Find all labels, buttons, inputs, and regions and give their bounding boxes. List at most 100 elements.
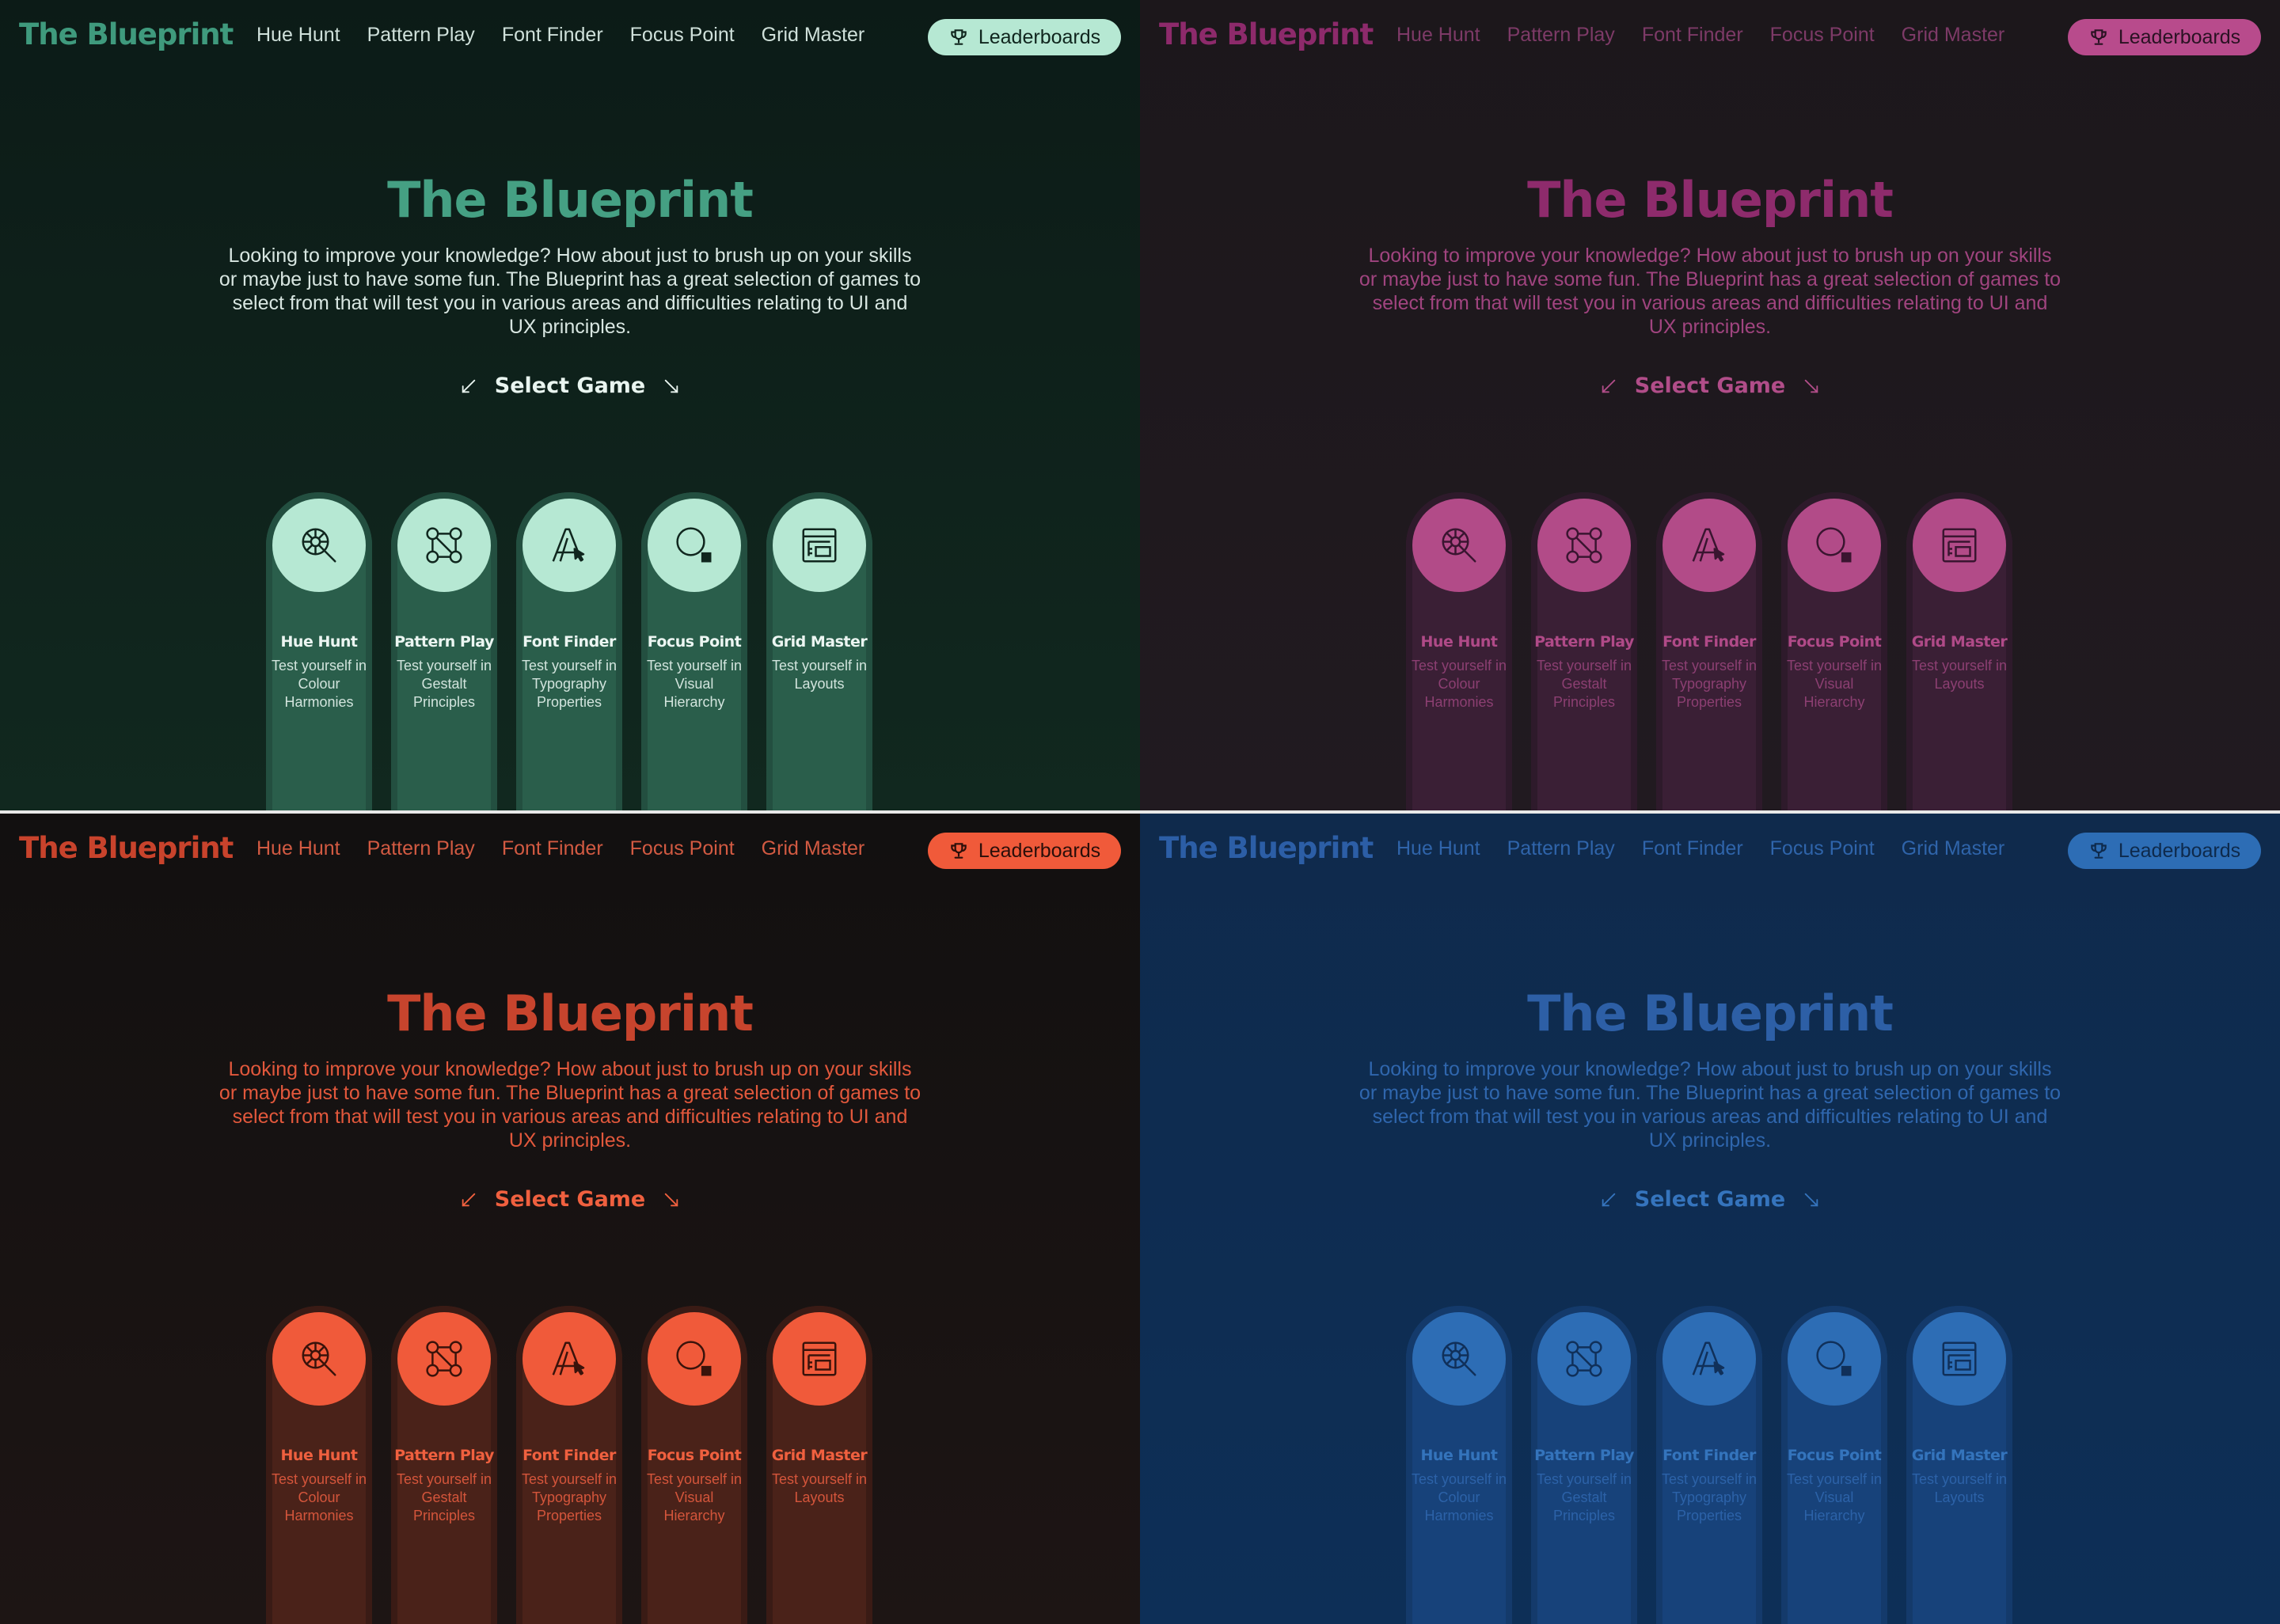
select-game-heading: Select Game [0,374,1140,398]
leaderboards-button[interactable]: Leaderboards [2068,833,2261,869]
nav-link-focus-point[interactable]: Focus Point [1769,837,1875,859]
intro-text: Looking to improve your knowledge? How a… [1358,1058,2062,1152]
game-icon-circle [397,1312,491,1406]
nav-link-hue-hunt[interactable]: Hue Hunt [1396,837,1480,859]
nav-link-grid-master[interactable]: Grid Master [761,837,865,859]
game-card-grid-master[interactable]: Grid Master Test yourself in Layouts [766,1306,872,1624]
nav-link-hue-hunt[interactable]: Hue Hunt [256,837,340,859]
game-card-title: Font Finder [1662,633,1756,651]
game-card-grid-master[interactable]: Grid Master Test yourself in Layouts [1906,492,2012,810]
game-card-hue-hunt[interactable]: Hue Hunt Test yourself in Colour Harmoni… [1406,1306,1512,1624]
game-card-title: Focus Point [647,1447,742,1464]
leaderboards-button[interactable]: Leaderboards [2068,19,2261,55]
nav-link-pattern-play[interactable]: Pattern Play [367,24,475,46]
game-card-hue-hunt[interactable]: Hue Hunt Test yourself in Colour Harmoni… [1406,492,1512,810]
nav-links: Hue Hunt Pattern Play Font Finder Focus … [256,837,864,860]
nav-link-grid-master[interactable]: Grid Master [761,24,865,46]
game-card-title: Focus Point [1787,633,1882,651]
game-card-title: Focus Point [647,633,742,651]
game-card-title: Hue Hunt [280,1447,358,1464]
game-card-title: Pattern Play [394,1447,494,1464]
leaderboards-button[interactable]: Leaderboards [928,833,1121,869]
intro-text: Looking to improve your knowledge? How a… [218,1058,922,1152]
game-icon-circle [397,499,491,592]
logo[interactable]: The Blueprint [1159,17,1374,51]
game-cards: Hue Hunt Test yourself in Colour Harmoni… [266,1306,872,1624]
game-icon-circle [272,1312,366,1406]
game-card-title: Pattern Play [1534,633,1634,651]
game-card-font-finder[interactable]: Font Finder Test yourself in Typography … [1656,1306,1762,1624]
leaderboards-label: Leaderboards [2118,25,2241,48]
game-card-grid-master[interactable]: Grid Master Test yourself in Layouts [1906,1306,2012,1624]
color-wheel-magnifier-icon [302,1341,336,1376]
game-card-title: Pattern Play [394,633,494,651]
trophy-icon [2091,843,2107,859]
game-card-title: Grid Master [1911,633,2008,651]
game-card-pattern-play[interactable]: Pattern Play Test yourself in Gestalt Pr… [1531,492,1637,810]
game-card-title: Grid Master [771,1447,868,1464]
theme-panel-green: The Blueprint Hue Hunt Pattern Play Font… [0,0,1140,810]
game-card-description: Test yourself in Visual Hierarchy [646,658,743,710]
nav-link-pattern-play[interactable]: Pattern Play [367,837,475,859]
game-card-description: Test yourself in Gestalt Principles [1536,658,1632,710]
nav-link-font-finder[interactable]: Font Finder [501,24,603,46]
game-card-pattern-play[interactable]: Pattern Play Test yourself in Gestalt Pr… [1531,1306,1637,1624]
select-game-heading: Select Game [1140,374,2280,398]
arrow-down-right-icon [664,1193,678,1206]
game-card-pattern-play[interactable]: Pattern Play Test yourself in Gestalt Pr… [391,492,497,810]
nav-link-grid-master[interactable]: Grid Master [1901,24,2005,46]
node-network-icon [1566,1341,1602,1377]
nav-links: Hue Hunt Pattern Play Font Finder Focus … [1396,837,2004,860]
game-icon-circle [1913,499,2006,592]
theme-panel-red: The Blueprint Hue Hunt Pattern Play Font… [0,814,1140,1624]
logo[interactable]: The Blueprint [19,831,234,865]
game-card-description: Test yourself in Visual Hierarchy [1786,1471,1883,1523]
game-card-grid-master[interactable]: Grid Master Test yourself in Layouts [766,492,872,810]
game-card-hue-hunt[interactable]: Hue Hunt Test yourself in Colour Harmoni… [266,1306,372,1624]
nav-link-font-finder[interactable]: Font Finder [501,837,603,859]
game-card-title: Grid Master [771,633,868,651]
leaderboards-label: Leaderboards [978,25,1101,48]
nav-link-grid-master[interactable]: Grid Master [1901,837,2005,859]
nav-link-focus-point[interactable]: Focus Point [1769,24,1875,46]
logo[interactable]: The Blueprint [1159,831,1374,865]
nav-link-font-finder[interactable]: Font Finder [1641,837,1743,859]
game-card-title: Hue Hunt [1420,1447,1498,1464]
logo[interactable]: The Blueprint [19,17,234,51]
circle-square-focus-icon [1816,1341,1852,1376]
nav-link-hue-hunt[interactable]: Hue Hunt [1396,24,1480,46]
game-card-font-finder[interactable]: Font Finder Test yourself in Typography … [516,1306,622,1624]
game-card-pattern-play[interactable]: Pattern Play Test yourself in Gestalt Pr… [391,1306,497,1624]
game-card-description: Test yourself in Typography Properties [1661,658,1758,710]
leaderboards-button[interactable]: Leaderboards [928,19,1121,55]
game-icon-circle [1537,1312,1631,1406]
select-game-label: Select Game [1634,1187,1786,1212]
arrow-up-left-icon [462,1193,476,1206]
nav-link-hue-hunt[interactable]: Hue Hunt [256,24,340,46]
nav-link-pattern-play[interactable]: Pattern Play [1507,24,1615,46]
game-card-description: Test yourself in Colour Harmonies [271,658,367,710]
nav-link-pattern-play[interactable]: Pattern Play [1507,837,1615,859]
game-card-focus-point[interactable]: Focus Point Test yourself in Visual Hier… [1781,492,1887,810]
game-card-focus-point[interactable]: Focus Point Test yourself in Visual Hier… [1781,1306,1887,1624]
nav-link-focus-point[interactable]: Focus Point [629,837,735,859]
game-icon-circle [1662,499,1756,592]
game-icon-circle [1788,499,1881,592]
game-card-description: Test yourself in Typography Properties [521,1471,618,1523]
trophy-icon [951,29,967,45]
nav-link-font-finder[interactable]: Font Finder [1641,24,1743,46]
nav-links: Hue Hunt Pattern Play Font Finder Focus … [256,24,864,47]
game-card-description: Test yourself in Colour Harmonies [1411,1471,1507,1523]
game-icon-circle [1662,1312,1756,1406]
game-card-font-finder[interactable]: Font Finder Test yourself in Typography … [1656,492,1762,810]
nav-link-focus-point[interactable]: Focus Point [629,24,735,46]
hero-title: The Blueprint [1527,985,1894,1042]
game-card-font-finder[interactable]: Font Finder Test yourself in Typography … [516,492,622,810]
game-card-focus-point[interactable]: Focus Point Test yourself in Visual Hier… [641,492,747,810]
arrow-up-left-icon [462,379,476,393]
hero-title: The Blueprint [1527,171,1894,229]
theme-panel-magenta: The Blueprint Hue Hunt Pattern Play Font… [1140,0,2280,810]
game-card-focus-point[interactable]: Focus Point Test yourself in Visual Hier… [641,1306,747,1624]
leaderboards-label: Leaderboards [978,839,1101,862]
game-card-hue-hunt[interactable]: Hue Hunt Test yourself in Colour Harmoni… [266,492,372,810]
